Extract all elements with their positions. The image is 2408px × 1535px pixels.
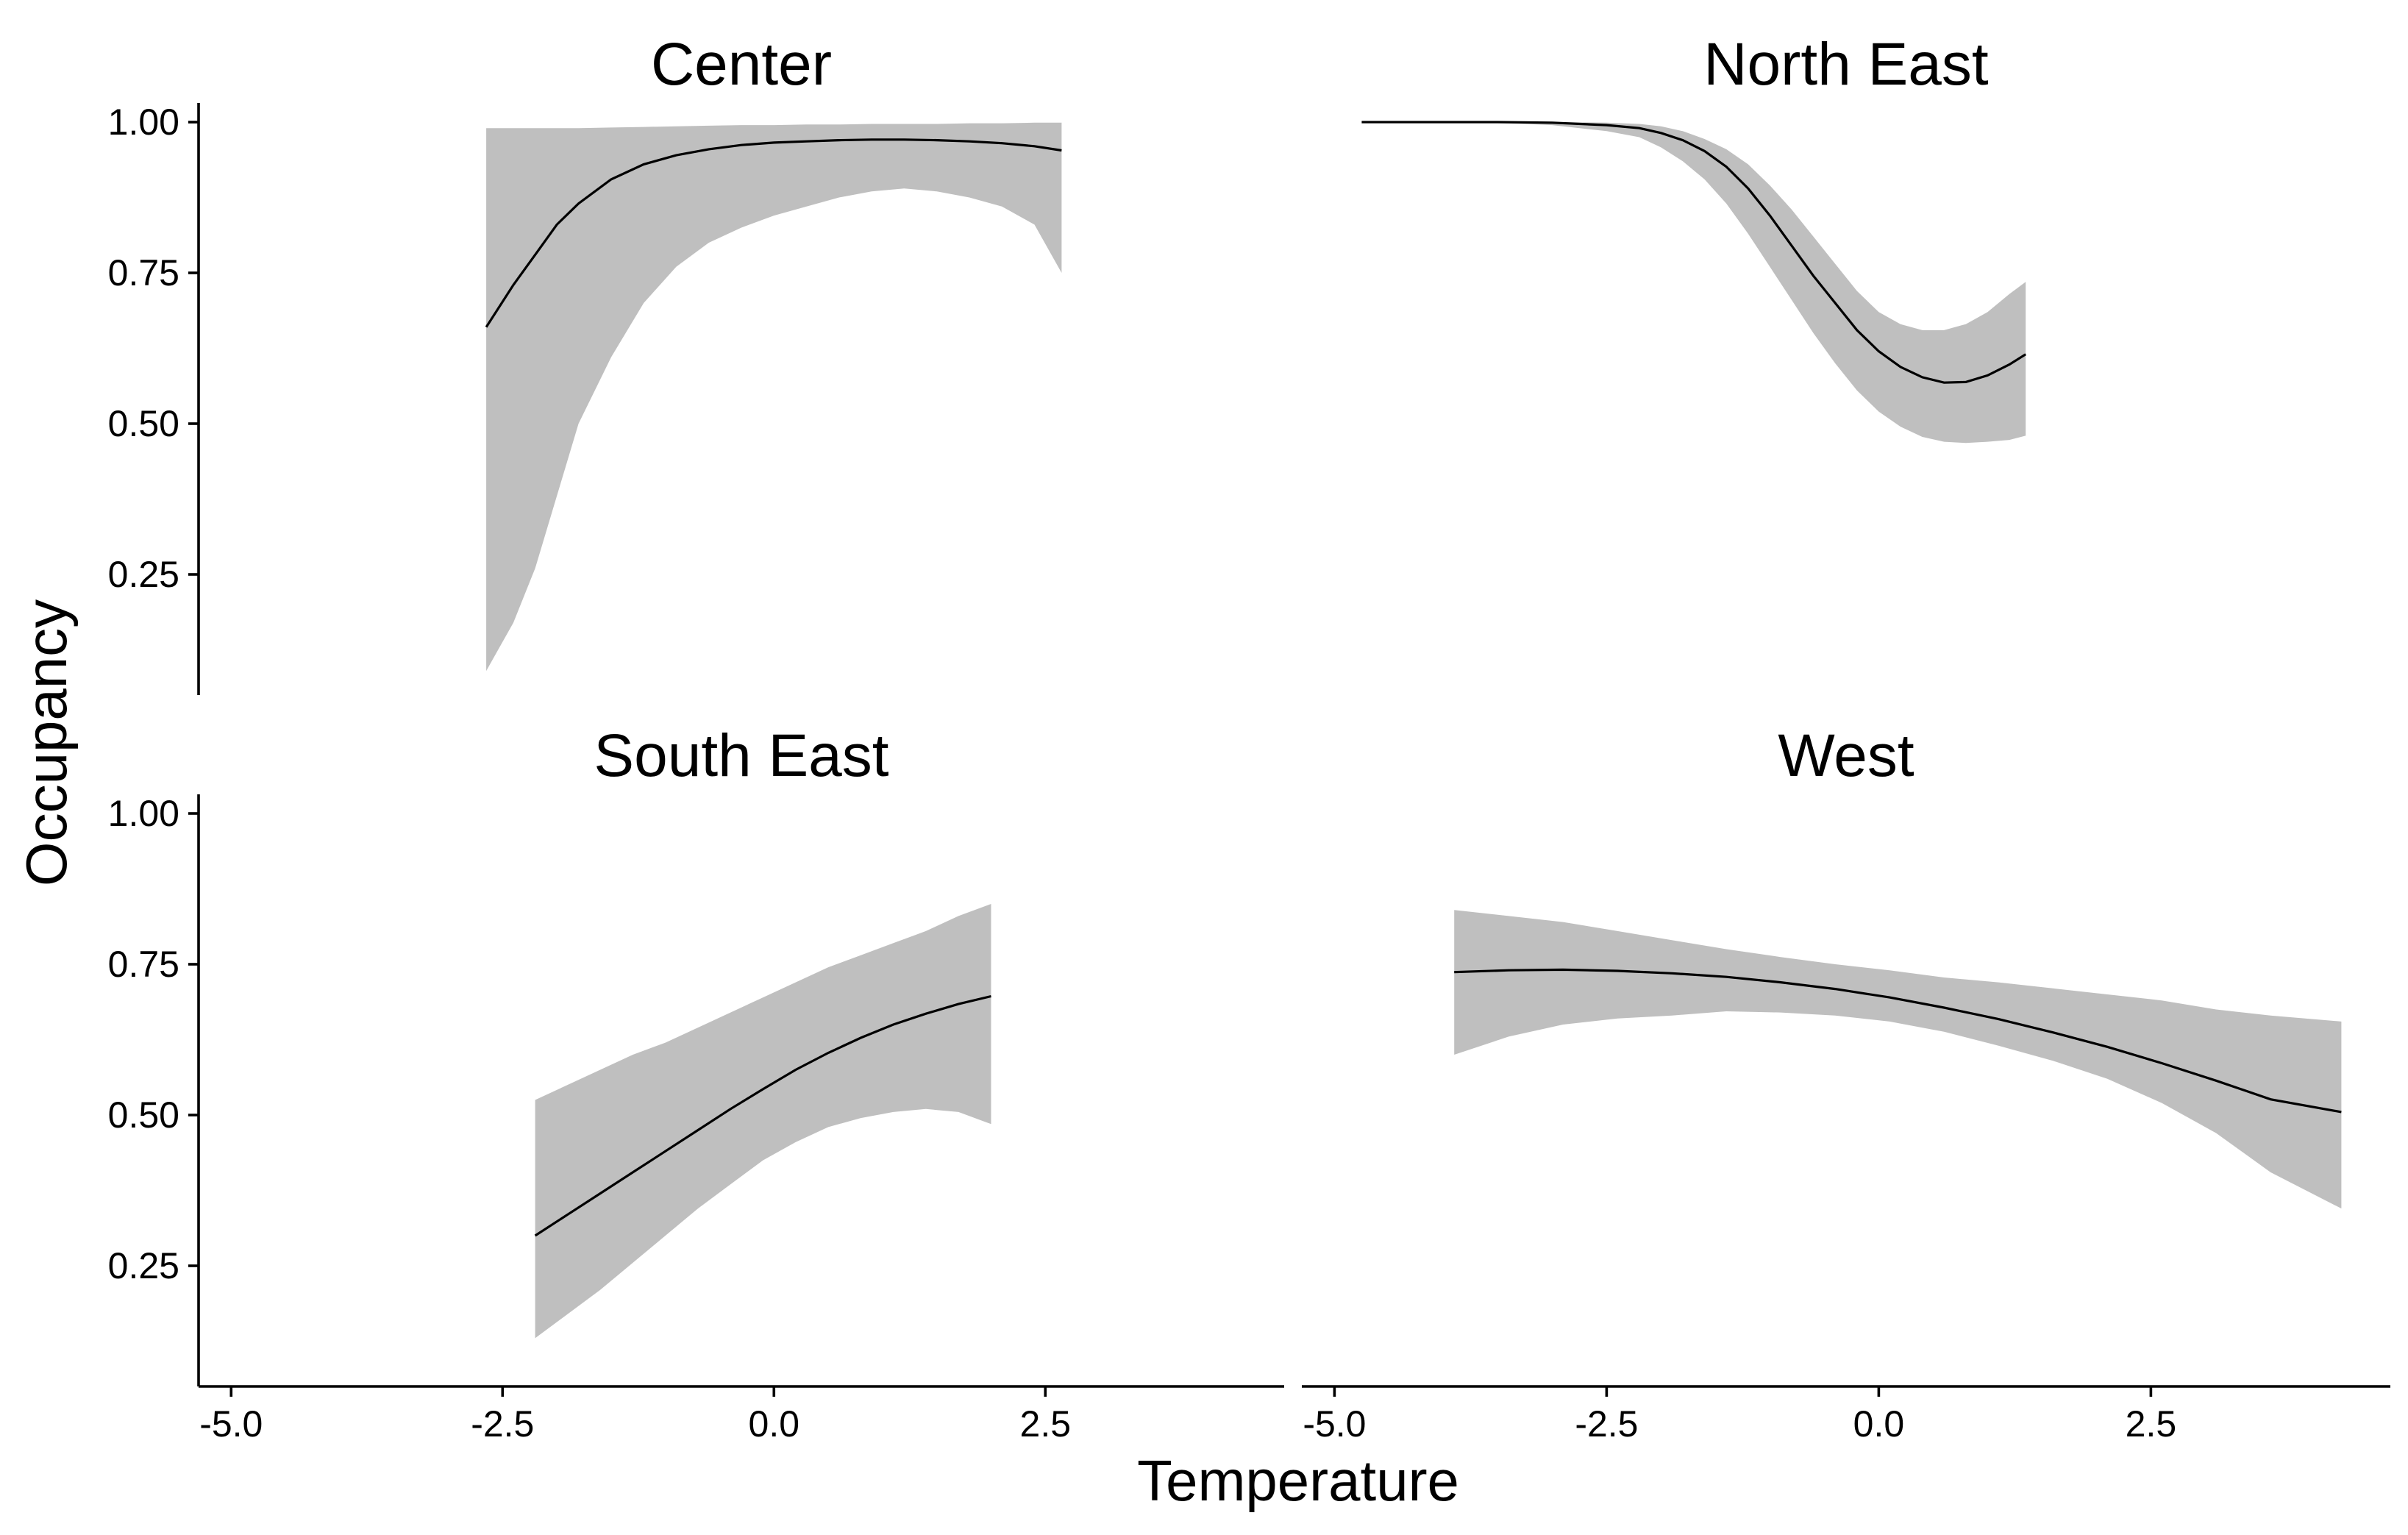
facet-title: South East <box>594 722 888 789</box>
y-tick-label: 0.25 <box>108 554 179 595</box>
confidence-ribbon <box>535 904 991 1339</box>
panel-3: West -5.0 -2.5 0.0 2.5 <box>1302 722 2390 1445</box>
x-tick-label: -2.5 <box>471 1403 534 1445</box>
panel-0: Center 0.25 0.50 0.75 1.00 <box>108 31 1062 695</box>
x-tick-label: -5.0 <box>1303 1403 1366 1445</box>
facet-title: North East <box>1703 31 1989 98</box>
y-tick-label: 0.50 <box>108 403 179 444</box>
facet-title: West <box>1778 722 1914 789</box>
x-tick-label: -2.5 <box>1575 1403 1638 1445</box>
x-tick-label: -5.0 <box>199 1403 263 1445</box>
x-tick-label: 0.0 <box>749 1403 800 1445</box>
y-tick-label: 0.25 <box>108 1245 179 1286</box>
fitted-curve <box>1361 121 2027 384</box>
x-tick-label: 0.0 <box>1853 1403 1905 1445</box>
confidence-ribbon <box>486 122 1062 672</box>
fitted-curve <box>534 994 991 1237</box>
panel-2: South East 0.25 0.50 0.75 1.00 -5.0 -2.5 0.0 2.5 <box>108 722 1284 1445</box>
fitted-curve <box>485 138 1062 328</box>
x-tick-label: 2.5 <box>2126 1403 2177 1445</box>
y-tick-label: 0.50 <box>108 1094 179 1136</box>
y-axis-title: Occupancy <box>14 599 79 886</box>
x-tick-label: 2.5 <box>1020 1403 1072 1445</box>
y-tick-label: 1.00 <box>108 101 179 143</box>
x-axis-title: Temperature <box>1137 1448 1459 1513</box>
y-tick-label: 1.00 <box>108 793 179 834</box>
fitted-curve <box>1454 968 2342 1114</box>
panel-1: North East <box>1361 31 2027 444</box>
confidence-ribbon <box>1361 122 2026 444</box>
confidence-ribbon <box>1454 910 2342 1209</box>
y-tick-label: 0.75 <box>108 252 179 293</box>
y-tick-label: 0.75 <box>108 944 179 985</box>
facet-title: Center <box>651 31 832 98</box>
